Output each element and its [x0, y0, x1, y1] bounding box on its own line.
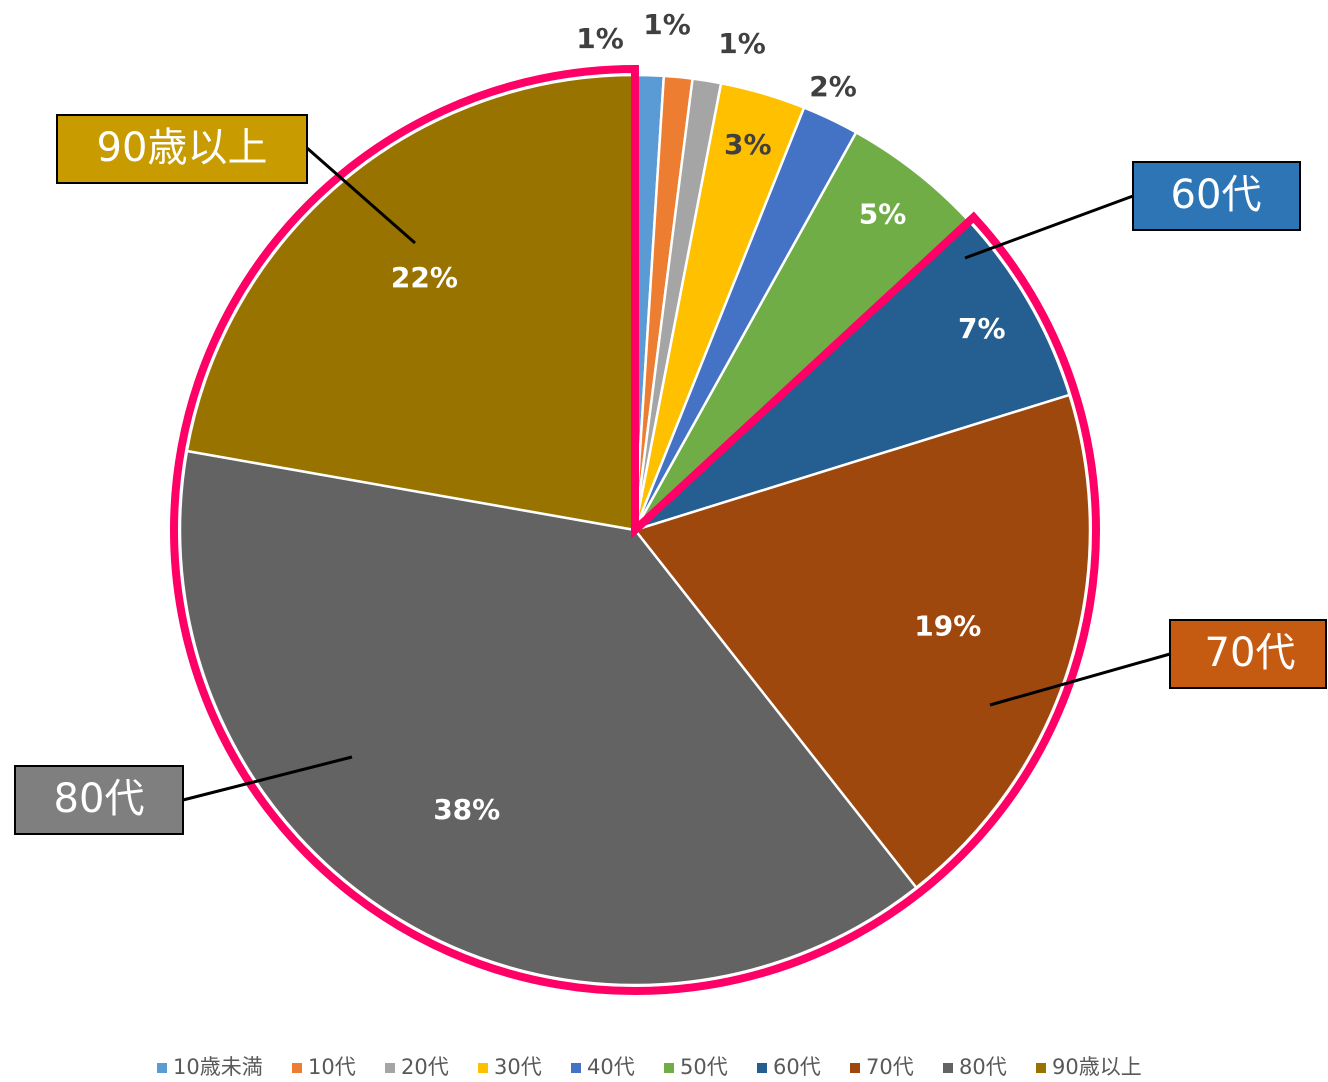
value-label: 22% — [391, 261, 458, 294]
callout-label: 90歳以上 — [97, 125, 268, 171]
legend-swatch — [571, 1063, 581, 1073]
legend-swatch — [478, 1063, 488, 1073]
callout-box — [14, 765, 184, 835]
value-label: 19% — [914, 609, 981, 642]
legend-label: 10歳未満 — [173, 1055, 263, 1079]
legend-swatch — [850, 1063, 860, 1073]
value-label: 1% — [576, 22, 624, 55]
legend-label: 70代 — [866, 1055, 914, 1079]
legend-label: 90歳以上 — [1052, 1055, 1142, 1079]
leader-line — [989, 652, 1171, 707]
value-label: 7% — [958, 312, 1006, 345]
pie-slice — [634, 219, 1072, 532]
value-label: 2% — [809, 70, 857, 103]
legend-swatch — [157, 1063, 167, 1073]
leader-line — [964, 194, 1134, 260]
callouts: 90歳以上 60代 70代 80代 — [14, 114, 1327, 835]
legend-swatch — [292, 1063, 302, 1073]
legend-swatch — [664, 1063, 674, 1073]
value-label: 38% — [433, 793, 500, 826]
value-label: 5% — [859, 197, 907, 230]
value-label: 1% — [643, 8, 691, 41]
pie-slice — [178, 449, 919, 987]
value-label: 1% — [718, 27, 766, 60]
legend: 10歳未満 10代 20代 30代 40代 50代 60代 70代 80代 90歳以上 — [157, 1055, 1142, 1079]
callout-box — [1132, 161, 1301, 231]
leader-line — [306, 146, 416, 245]
callout-label: 80代 — [54, 776, 145, 822]
legend-label: 10代 — [308, 1055, 356, 1079]
legend-label: 50代 — [680, 1055, 728, 1079]
leader-line — [182, 755, 353, 802]
callout-label: 70代 — [1205, 630, 1296, 676]
value-label: 3% — [724, 128, 772, 161]
legend-label: 40代 — [587, 1055, 635, 1079]
legend-label: 30代 — [494, 1055, 542, 1079]
legend-label: 80代 — [959, 1055, 1007, 1079]
legend-swatch — [757, 1063, 767, 1073]
legend-swatch — [385, 1063, 395, 1073]
callout-label: 60代 — [1171, 172, 1262, 218]
callout-box — [56, 114, 308, 184]
pie-slice — [632, 393, 1092, 890]
callout-box — [1169, 619, 1327, 689]
legend-label: 20代 — [401, 1055, 449, 1079]
legend-swatch — [943, 1063, 953, 1073]
legend-swatch — [1036, 1063, 1046, 1073]
highlight-outline — [170, 64, 1100, 995]
pie: 1% 1% 1% 3% 2% 5% 7% 19% 38% 22% — [170, 8, 1100, 995]
pie-slice — [185, 73, 637, 532]
legend-label: 60代 — [773, 1055, 821, 1079]
